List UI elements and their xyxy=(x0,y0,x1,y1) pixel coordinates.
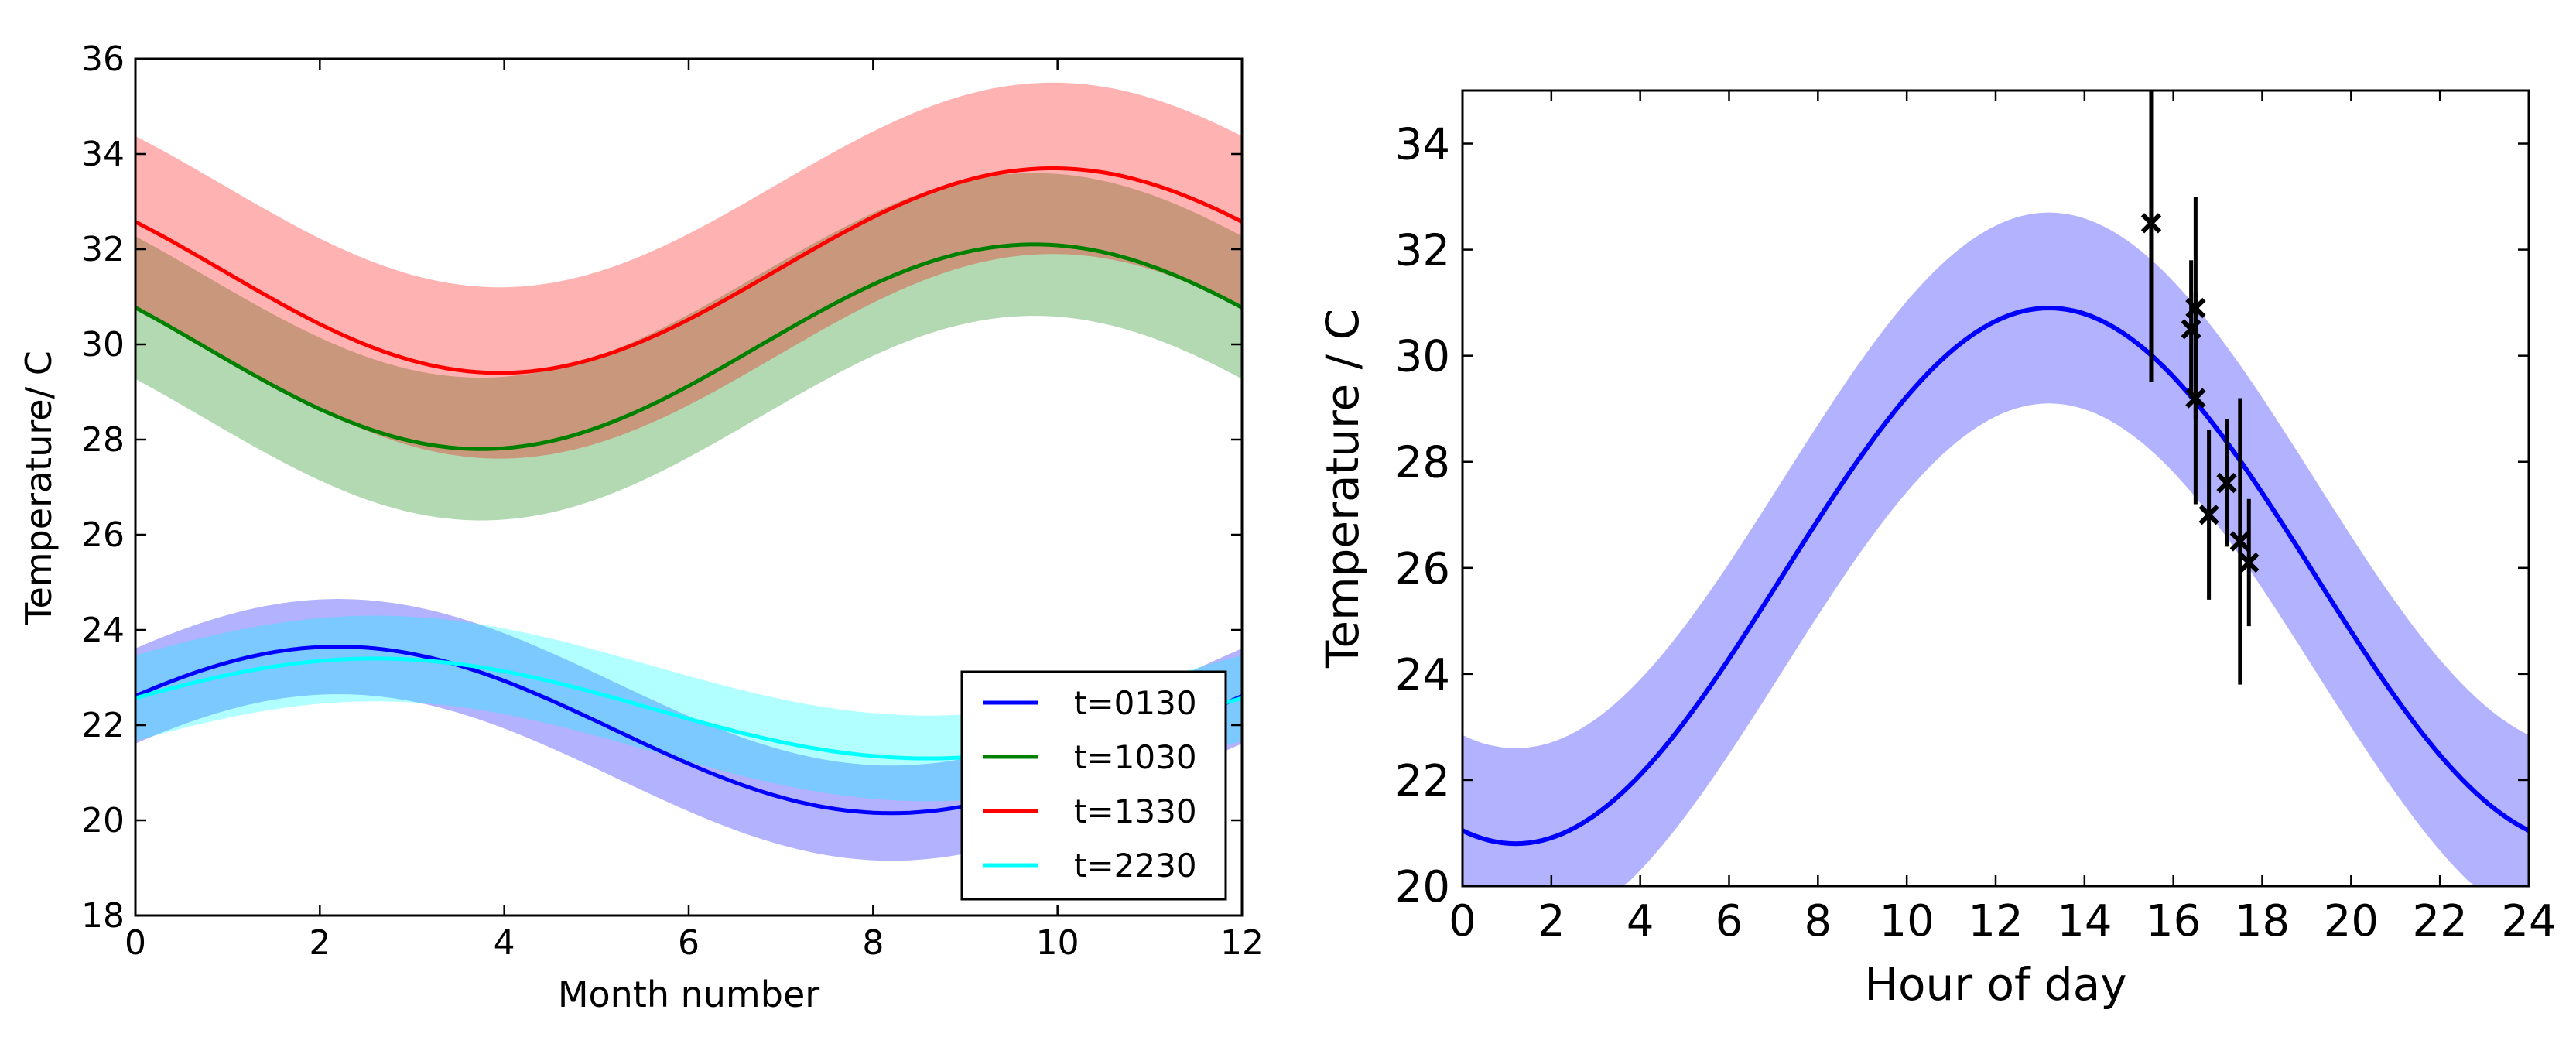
observation-marker-stroke xyxy=(2229,531,2250,552)
series-line-t=1030 xyxy=(134,242,1244,451)
y-tick-label: 34 xyxy=(81,135,125,174)
y-tick-label: 28 xyxy=(1395,438,1450,488)
x-tick-label: 18 xyxy=(2235,896,2290,946)
observation-point xyxy=(2229,531,2250,552)
band-t=1030 xyxy=(135,173,1242,521)
observation-point xyxy=(2239,552,2260,573)
legend: t=0130 t=1030 t=1330 t=2230 xyxy=(960,670,1227,901)
left-y-axis-label: Temperature/ C xyxy=(18,351,60,625)
x-tick-label: 16 xyxy=(2146,896,2201,946)
series-line-t=1330 xyxy=(134,166,1244,375)
observation-marker-stroke xyxy=(2185,388,2206,409)
x-tick-label: 20 xyxy=(2324,896,2379,946)
legend-box xyxy=(960,670,1227,901)
y-tick-label: 22 xyxy=(81,706,125,745)
x-tick-label: 0 xyxy=(125,923,146,963)
y-tick-label: 20 xyxy=(81,801,125,840)
x-tick-label: 6 xyxy=(1716,896,1743,946)
observation-marker-stroke xyxy=(2239,552,2260,573)
right-y-axis-label: Temperature / C xyxy=(1316,309,1369,669)
x-tick-label: 4 xyxy=(494,923,515,963)
y-tick-label: 36 xyxy=(81,39,125,79)
y-tick-label: 30 xyxy=(1395,332,1450,382)
y-tick-label: 26 xyxy=(81,515,125,555)
legend-label-t=2230: t=2230 xyxy=(1074,847,1197,885)
x-tick-label: 10 xyxy=(1036,923,1079,963)
y-tick-label: 30 xyxy=(81,325,125,364)
model-line xyxy=(1461,305,2530,847)
legend-label-t=1330: t=1330 xyxy=(1074,792,1197,830)
right-x-axis-label: Hour of day xyxy=(1864,958,2126,1011)
x-tick-label: 22 xyxy=(2413,896,2468,946)
y-tick-label: 28 xyxy=(81,420,125,460)
observation-marker-stroke xyxy=(2216,473,2237,494)
x-tick-label: 14 xyxy=(2057,896,2112,946)
observation-point xyxy=(2216,473,2237,494)
y-tick-label: 24 xyxy=(81,611,125,650)
observation-marker-stroke xyxy=(2198,505,2219,525)
x-tick-label: 2 xyxy=(309,923,330,963)
observation-point xyxy=(2198,505,2219,525)
y-tick-label: 18 xyxy=(81,896,125,936)
y-tick-label: 24 xyxy=(1395,650,1450,700)
x-tick-label: 12 xyxy=(1220,923,1264,963)
y-tick-label: 20 xyxy=(1395,862,1450,912)
observation-marker-stroke xyxy=(2140,213,2162,234)
left-x-axis-label: Month number xyxy=(558,974,819,1015)
x-tick-label: 10 xyxy=(1880,896,1935,946)
legend-label-t=0130: t=0130 xyxy=(1074,684,1197,722)
y-tick-label: 22 xyxy=(1395,756,1450,806)
band-t=1330 xyxy=(135,82,1242,459)
x-tick-label: 6 xyxy=(678,923,700,963)
observation-point xyxy=(2185,388,2206,409)
y-tick-label: 26 xyxy=(1395,544,1450,594)
model-confidence-band xyxy=(1462,212,2529,887)
x-tick-label: 4 xyxy=(1627,896,1654,946)
x-tick-label: 8 xyxy=(862,923,884,963)
observation-point xyxy=(2140,213,2162,234)
y-tick-label: 32 xyxy=(1395,226,1450,276)
y-tick-label: 32 xyxy=(81,230,125,269)
x-tick-label: 2 xyxy=(1538,896,1565,946)
x-tick-label: 0 xyxy=(1449,896,1476,946)
x-tick-label: 12 xyxy=(1968,896,2023,946)
x-tick-label: 8 xyxy=(1805,896,1832,946)
y-tick-label: 34 xyxy=(1395,120,1450,170)
x-tick-label: 24 xyxy=(2501,896,2556,946)
legend-label-t=1030: t=1030 xyxy=(1074,738,1197,776)
